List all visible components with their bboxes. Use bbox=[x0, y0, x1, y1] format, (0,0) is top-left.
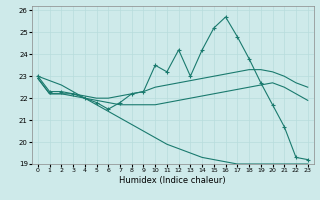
X-axis label: Humidex (Indice chaleur): Humidex (Indice chaleur) bbox=[119, 176, 226, 185]
